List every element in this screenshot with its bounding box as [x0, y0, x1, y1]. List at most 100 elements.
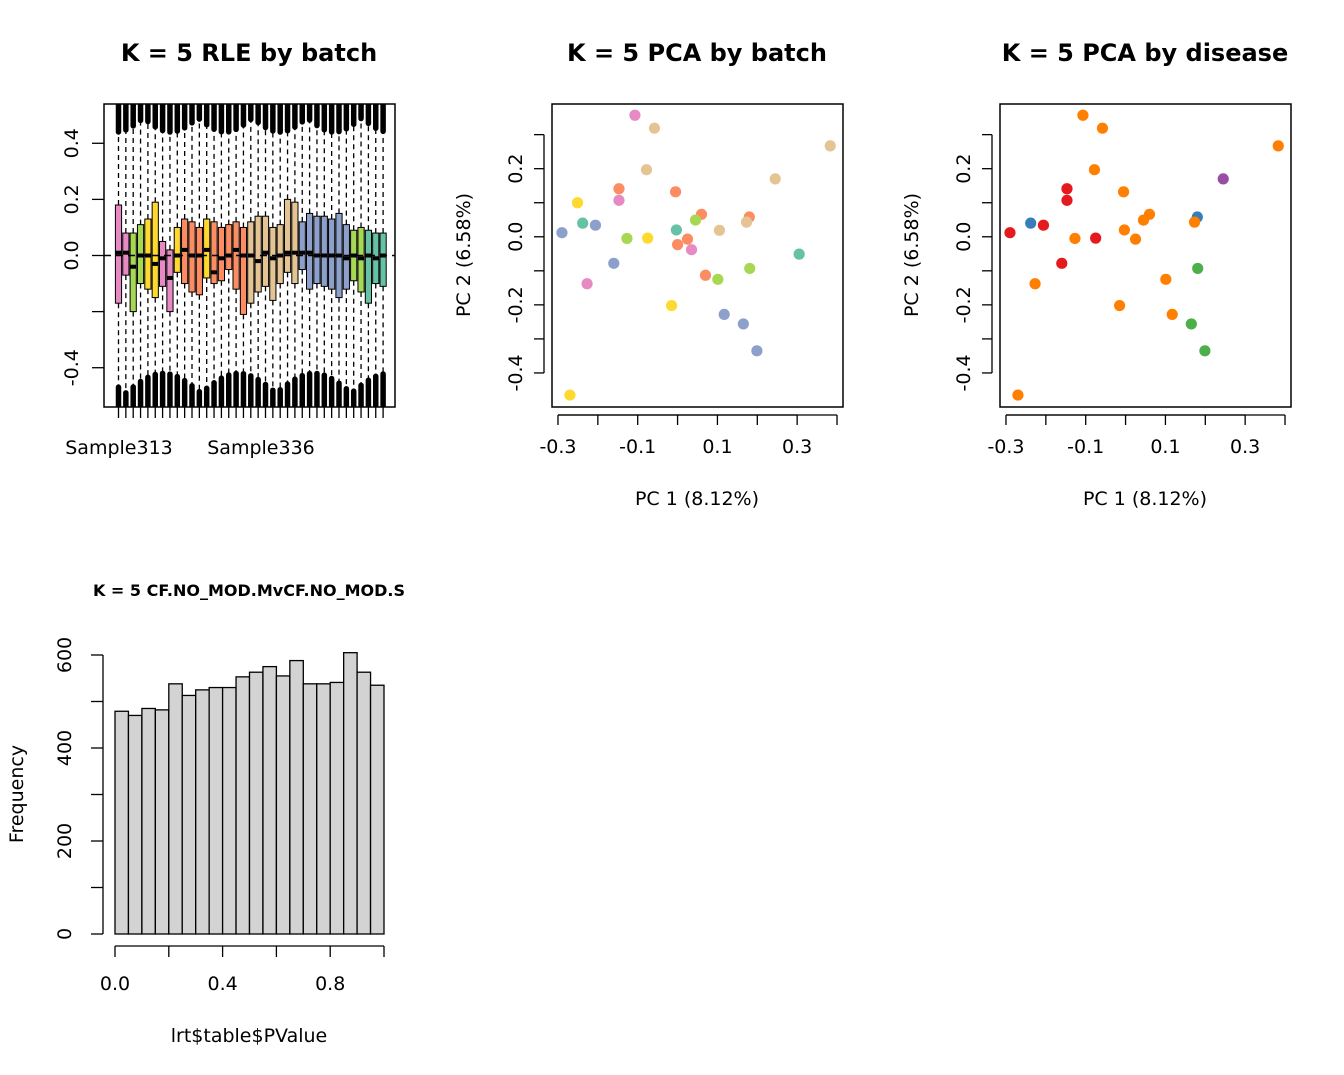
pca-disease-x-tick-label: -0.3 [987, 436, 1024, 458]
histogram-y-tick-label: 0 [54, 928, 76, 940]
rle-box [320, 215, 328, 287]
pca-batch-point [608, 257, 620, 269]
pca-batch-point [669, 186, 682, 198]
rle-y-tick-label: 0.0 [61, 240, 83, 270]
pca-batch-point [613, 194, 625, 206]
pca-disease-point [1069, 232, 1081, 245]
rle-box [217, 226, 226, 282]
pca-disease-point [1061, 183, 1073, 195]
rle-box [247, 221, 255, 304]
rle-box [239, 226, 248, 315]
pca-disease-point [1192, 262, 1204, 275]
pca-batch-point [718, 308, 730, 320]
pca-batch-x-tick-label: -0.3 [539, 436, 576, 458]
histogram-y-axis-label: Frequency [6, 745, 28, 843]
rle-box [291, 201, 299, 285]
histogram-bar [195, 689, 210, 935]
pca-disease-point [1199, 345, 1211, 357]
pca-batch-point [712, 273, 724, 285]
rle-x-tick-label-sample313: Sample313 [65, 437, 173, 459]
pca-batch-y-tick-label: -0.4 [505, 354, 527, 391]
pca-batch-point [685, 244, 698, 256]
pca-batch-point [613, 183, 625, 195]
pca-disease-point [1117, 186, 1130, 198]
histogram-bar [168, 683, 183, 935]
pca-batch-plot-frame [551, 103, 844, 408]
rle-box [225, 224, 233, 271]
pca-disease-y-tick-label: 0.0 [953, 222, 975, 252]
rle-box [166, 249, 174, 313]
pca-batch-x-tick-label: -0.1 [619, 436, 656, 458]
histogram-x-tick-label: 0.0 [100, 973, 130, 995]
pca-disease-x-axis-label: PC 1 (8.12%) [1083, 488, 1207, 510]
pca-batch-point [648, 122, 661, 134]
rle-box [283, 198, 292, 273]
pca-batch-point [681, 233, 694, 245]
rle-box [313, 215, 321, 285]
pca-disease-point [1025, 217, 1037, 229]
pca-disease-point [1056, 257, 1068, 269]
rle-box [195, 226, 203, 296]
pca-batch-point [671, 239, 684, 251]
pca-disease-point [1088, 164, 1101, 176]
histogram-bar [127, 714, 143, 935]
pca-disease-plot-frame [999, 103, 1292, 408]
rle-box [173, 226, 181, 273]
pca-disease-point [1185, 318, 1197, 330]
pca-batch-point [793, 248, 805, 260]
pca-disease-point [1188, 216, 1201, 228]
histogram-bar [342, 652, 358, 935]
rle-y-tick-label: 0.4 [61, 128, 83, 158]
pca-batch-y-axis-label: PC 2 (6.58%) [453, 193, 475, 317]
pca-disease-y-axis-label: PC 2 (6.58%) [901, 193, 923, 317]
rle-box [269, 226, 277, 301]
pca-batch-point [629, 109, 641, 121]
pca-batch-point [642, 232, 654, 244]
pca-batch-y-tick-label: 0.0 [505, 222, 527, 252]
rle-panel: K = 5 RLE by batch -0.4 0.0 0.2 0.4 Sample3… [61, 39, 396, 459]
pca-batch-panel: K = 5 PCA by batch PC 1 (8.12%) PC 2 (6.… [453, 39, 844, 510]
pca-disease-point [1004, 227, 1016, 239]
pca-batch-x-axis-label: PC 1 (8.12%) [635, 488, 759, 510]
histogram-x-tick-label: 0.4 [207, 973, 237, 995]
histogram-bar [181, 694, 197, 935]
pca-disease-point [1012, 389, 1024, 401]
histogram-bar [316, 683, 331, 935]
histogram-bar [262, 665, 278, 935]
rle-box [151, 201, 159, 299]
histogram-bar [141, 707, 156, 935]
histogram-bar [356, 671, 372, 935]
rle-y-tick-labels: -0.4 0.0 0.2 0.4 [61, 128, 83, 386]
pca-batch-point [689, 214, 702, 226]
histogram-bar [302, 683, 318, 935]
pca-batch-point [589, 219, 602, 231]
pvalue-histogram-panel: K = 5 CF.NO_MOD.MvCF.NO_MOD.S lrt$table$… [6, 581, 405, 1047]
histogram-bar [235, 676, 251, 935]
pca-disease-point [1037, 219, 1050, 231]
rle-box [379, 232, 387, 287]
pca-disease-point [1217, 173, 1229, 185]
pca-batch-point [577, 217, 589, 229]
histogram-bar [221, 686, 237, 935]
pca-batch-point [665, 299, 678, 312]
rle-y-tick-label: -0.4 [61, 349, 83, 386]
pca-disease-point [1118, 224, 1130, 236]
pca-disease-point [1129, 233, 1142, 245]
pca-disease-point [1096, 122, 1109, 134]
rle-plot-area [104, 104, 395, 407]
pca-batch-point [769, 173, 781, 185]
pca-batch-point [621, 232, 633, 245]
pca-disease-y-tick-label: 0.2 [953, 154, 975, 184]
pca-batch-point [740, 216, 753, 228]
pca-disease-point [1166, 308, 1178, 320]
histogram-bar [329, 681, 345, 935]
pca-disease-y-tick-label: -0.4 [953, 354, 975, 391]
histogram-bar [208, 686, 224, 935]
histogram-bar [275, 675, 291, 935]
pca-batch-y-tick-label: 0.2 [505, 154, 527, 184]
histogram-title: K = 5 CF.NO_MOD.MvCF.NO_MOD.S [93, 581, 405, 600]
histogram-y-tick-label: 600 [54, 637, 76, 673]
pca-disease-point [1272, 140, 1284, 152]
pca-batch-x-tick-label: 0.3 [782, 436, 812, 458]
